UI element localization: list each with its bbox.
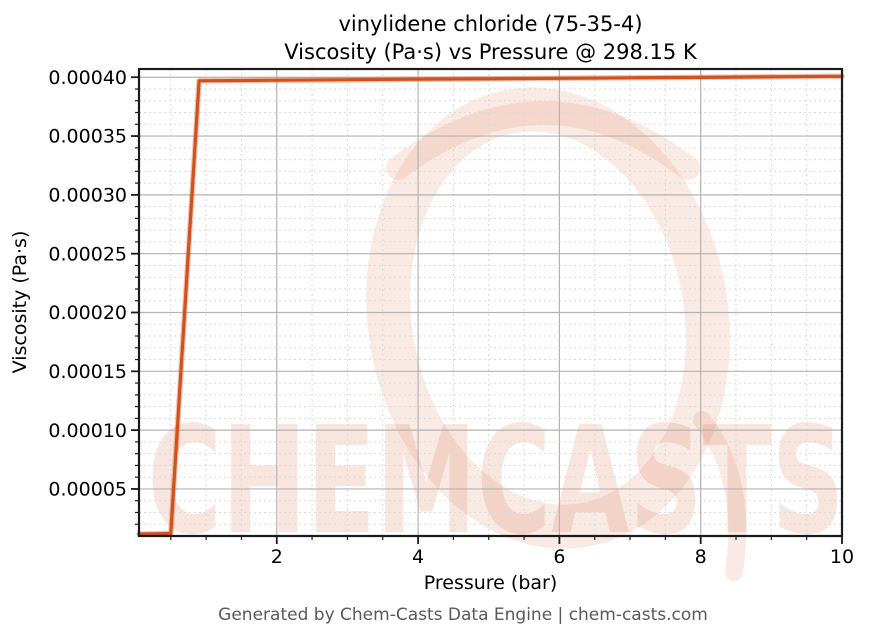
chart-title-line2: Viscosity (Pa·s) vs Pressure @ 298.15 K [284, 40, 697, 64]
x-tick-label: 2 [271, 546, 283, 568]
y-tick-label: 0.00025 [48, 243, 127, 265]
viscosity-line [137, 74, 844, 536]
y-tick-label: 0.00040 [48, 67, 127, 89]
chart-title-line1: vinylidene chloride (75-35-4) [338, 12, 643, 36]
x-tick-label: 6 [553, 546, 565, 568]
chart-title: vinylidene chloride (75-35-4) Viscosity … [139, 10, 842, 66]
brush-c-ring-icon [366, 87, 747, 581]
x-tick-label: 8 [695, 546, 707, 568]
y-tick-label: 0.00015 [48, 361, 127, 383]
x-axis-label: Pressure (bar) [423, 572, 558, 594]
watermark-text: CHEMCASTS [148, 395, 845, 567]
footer-credit: Generated by Chem-Casts Data Engine | ch… [218, 605, 708, 625]
y-tick-label: 0.00005 [48, 479, 127, 501]
y-tick-label: 0.00035 [48, 126, 127, 148]
y-tick-label: 0.00030 [48, 185, 127, 207]
y-tick-label: 0.00010 [48, 420, 127, 442]
y-tick-label: 0.00020 [48, 302, 127, 324]
axes-spines [137, 67, 844, 538]
x-tick-label: 4 [412, 546, 424, 568]
x-tick-label: 10 [830, 546, 854, 568]
y-axis-label: Viscosity (Pa·s) [9, 230, 31, 374]
